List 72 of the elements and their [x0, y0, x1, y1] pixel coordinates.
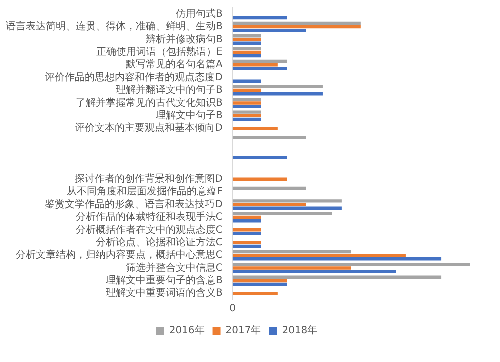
legend-label: 2016年	[169, 324, 205, 337]
y-tick-label: 评价文本的主要观点和基本倾向D	[75, 122, 224, 134]
bar	[232, 85, 323, 89]
bar	[232, 186, 306, 190]
bar	[232, 156, 288, 160]
bar	[232, 22, 361, 26]
y-tick-label: 评价作品的思想内容和作者的观点态度D	[45, 71, 224, 84]
bar	[232, 206, 342, 210]
y-tick-label: 从不同角度和层面发掘作品的意蕴F	[67, 186, 224, 198]
bar	[232, 263, 470, 266]
bar	[232, 266, 352, 270]
bar	[232, 54, 262, 58]
bar	[232, 254, 406, 258]
bar	[232, 126, 278, 130]
y-tick-label: 了解并掌握常见的古代文化知识B	[76, 96, 223, 109]
y-tick-label: 分析论点、论据和论证方法C	[96, 236, 223, 248]
bar	[232, 25, 361, 29]
bar	[232, 60, 288, 64]
bar	[232, 102, 262, 105]
y-tick-label: 理解文中句子B	[156, 110, 223, 122]
bar	[232, 216, 262, 220]
y-tick-label: 理解文中重要词语的含义B	[106, 287, 223, 300]
bar	[232, 232, 262, 236]
text: 0	[230, 304, 236, 315]
legend-label: 2018年	[282, 324, 318, 337]
y-tick-label: 分析作品的体裁特征和表现手法C	[76, 211, 223, 224]
y-tick-label: 辨析并修改病句B	[146, 33, 223, 46]
bar	[232, 47, 262, 50]
bar	[232, 67, 288, 70]
bar	[232, 110, 262, 114]
y-tick-label: 筛选并整合文中信息C	[126, 262, 223, 274]
bar	[232, 258, 442, 261]
bar	[232, 200, 342, 203]
bar	[232, 244, 262, 248]
legend-label: 2017年	[226, 324, 262, 337]
bar	[232, 203, 306, 206]
bar	[232, 212, 332, 216]
bar	[232, 241, 262, 244]
bar	[232, 50, 262, 54]
bar	[232, 292, 278, 296]
bar	[232, 250, 352, 254]
bar	[232, 34, 262, 38]
y-tick-label: 正确使用词语（包括熟语）E	[96, 46, 223, 58]
bar	[232, 105, 262, 108]
bar	[232, 178, 288, 182]
bar	[232, 114, 262, 118]
bar	[232, 282, 288, 286]
bar	[232, 228, 262, 232]
bar	[232, 16, 288, 20]
bar	[232, 118, 262, 122]
bar	[232, 64, 278, 67]
bar	[232, 276, 442, 279]
y-tick-label: 探讨作者的创作背景和创作意图D	[75, 172, 224, 185]
y-tick-label: 理解文中重要句子的含意B	[106, 274, 223, 287]
bar	[232, 136, 306, 140]
bar	[232, 98, 262, 102]
bar	[232, 92, 323, 96]
y-tick-label: 分析文章结构，归纳内容要点，概括中心意思C	[16, 249, 223, 262]
bar	[232, 80, 262, 84]
bar	[232, 270, 396, 274]
bar	[232, 219, 262, 223]
y-tick-label: 默写常见的名句名篇A	[125, 58, 224, 71]
bar	[232, 29, 306, 32]
y-tick-label: 仿用句式B	[174, 8, 223, 20]
y-tick-label: 分析概括作者在文中的观点态度C	[76, 224, 223, 236]
bar	[232, 88, 262, 92]
y-tick-label: 鉴赏文学作品的形象、语言和表达技巧D	[45, 198, 224, 210]
bar	[232, 38, 262, 42]
y-tick-label: 理解并翻译文中的句子B	[116, 84, 223, 96]
bar	[232, 279, 288, 283]
y-tick-label: 语言表达简明、连贯、得体，准确、鲜明、生动B	[6, 20, 223, 33]
bar	[232, 42, 262, 45]
